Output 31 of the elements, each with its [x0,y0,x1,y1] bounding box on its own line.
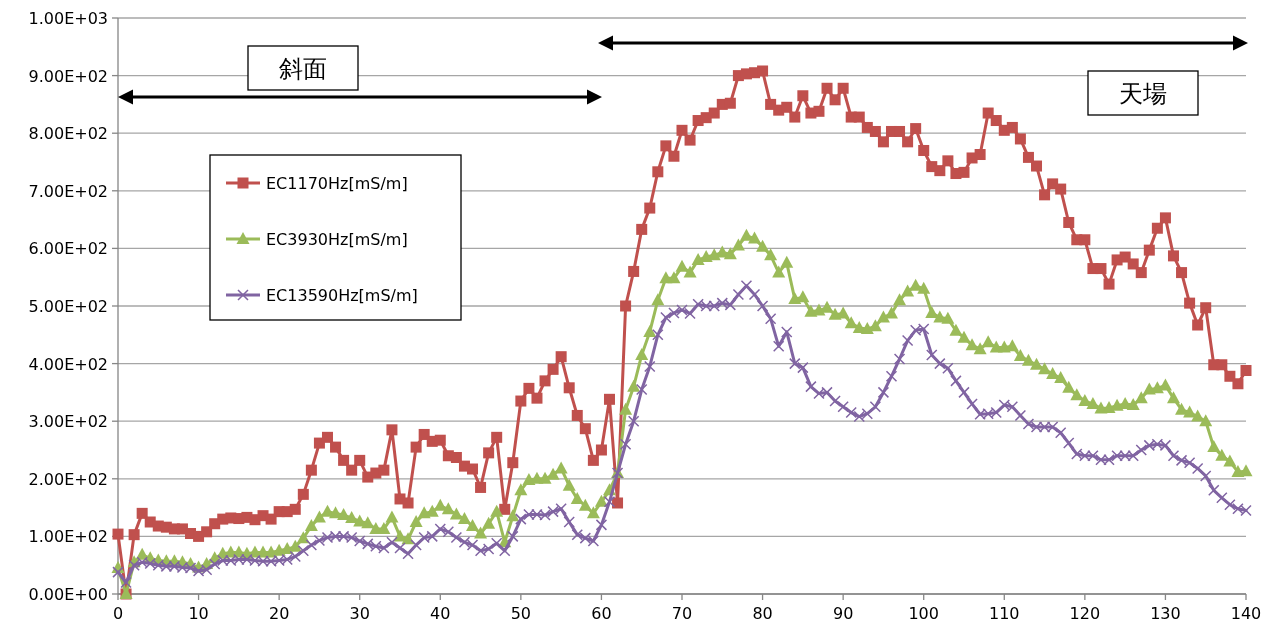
y-tick-label: 9.00E+02 [28,66,108,86]
x-tick-label: 120 [1069,604,1101,623]
x-tick-label: 20 [268,604,290,623]
x-tick-label: 130 [1150,604,1181,623]
y-tick-label: 6.00E+02 [28,239,108,259]
y-tick-label: 2.00E+02 [28,469,108,489]
legend-label: EC1170Hz[mS/m] [266,174,408,193]
y-tick-label: 8.00E+02 [28,124,108,144]
x-tick-label: 30 [349,604,370,623]
x-tick-label: 80 [752,604,773,623]
y-tick-label: 4.00E+02 [28,354,108,374]
x-tick-label: 90 [832,604,854,623]
legend-label: EC3930Hz[mS/m] [266,230,408,249]
annotation: 斜面 [279,55,327,83]
annotation: 天場 [1119,80,1167,108]
x-tick-label: 40 [430,604,451,623]
x-tick-label: 100 [908,604,939,623]
x-tick-label: 10 [188,604,209,623]
y-tick-label: 5.00E+02 [28,297,108,316]
x-tick-label: 140 [1230,604,1262,623]
x-tick-label: 110 [989,604,1020,623]
y-tick-label: 1.00E+03 [28,9,108,28]
legend-label: EC13590Hz[mS/m] [266,286,418,305]
x-tick-label: 0 [112,604,124,623]
y-tick-label: 7.00E+02 [28,181,108,201]
x-tick-label: 70 [671,604,693,623]
x-tick-label: 60 [591,604,612,623]
y-tick-label: 3.00E+02 [28,412,108,432]
y-tick-label: 1.00E+02 [28,527,108,547]
y-tick-label: 0.00E+00 [28,585,108,604]
x-tick-label: 50 [510,604,532,623]
